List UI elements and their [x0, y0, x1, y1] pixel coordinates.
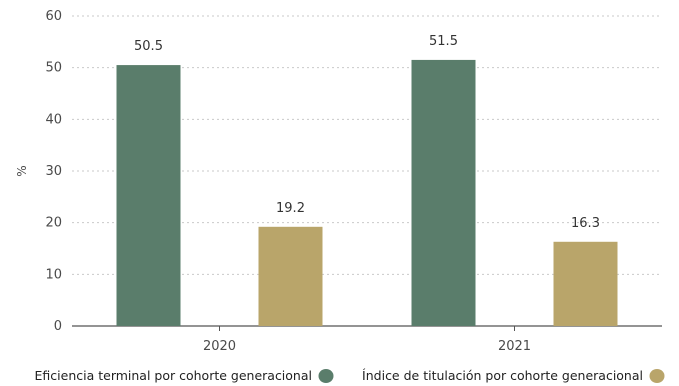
data-label: 19.2: [276, 201, 305, 216]
bar: [116, 65, 181, 326]
bar: [258, 226, 323, 326]
bars: [116, 59, 618, 327]
y-tick-label: 30: [45, 164, 62, 179]
y-tick-label: 10: [45, 267, 62, 282]
data-label: 50.5: [134, 39, 163, 54]
y-tick-label: 0: [54, 319, 62, 334]
legend-marker: [649, 369, 665, 383]
legend-label: Eficiencia terminal por cohorte generaci…: [35, 368, 312, 383]
data-label: 16.3: [571, 216, 600, 231]
y-tick-label: 40: [45, 112, 62, 127]
x-tick-label: 2020: [203, 339, 236, 354]
axes: 0 10 20 30 40 50 60% 2020 2021: [15, 9, 662, 354]
legend: Eficiencia terminal por cohorte generaci…: [35, 368, 665, 383]
y-tick-label: 20: [45, 216, 62, 231]
data-labels: 50.5 19.2 51.5 16.3: [134, 34, 600, 231]
y-tick-label: 60: [45, 9, 62, 24]
bar: [411, 59, 476, 327]
data-label: 51.5: [429, 34, 458, 49]
legend-marker: [318, 369, 334, 383]
x-tick-label: 2021: [498, 339, 531, 354]
legend-label: Índice de titulación por cohorte generac…: [362, 368, 643, 383]
y-tick-label: 50: [45, 61, 62, 76]
bar: [553, 241, 618, 326]
y-axis-label: %: [15, 165, 29, 176]
